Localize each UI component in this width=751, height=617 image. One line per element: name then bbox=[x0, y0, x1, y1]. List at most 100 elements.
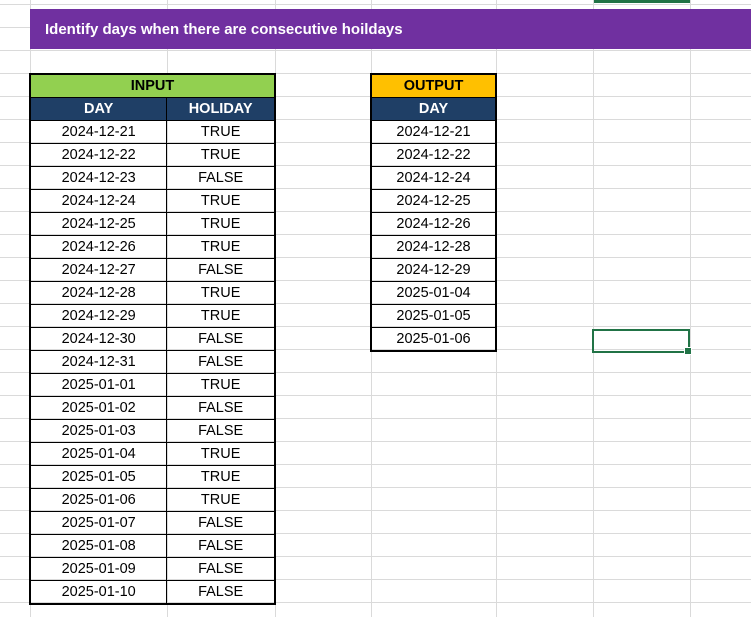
input-day-cell[interactable]: 2024-12-23 bbox=[29, 166, 168, 190]
grid-row-line bbox=[0, 510, 751, 511]
input-day-cell[interactable]: 2025-01-03 bbox=[29, 419, 168, 443]
grid-row-line bbox=[0, 533, 751, 534]
input-holiday-cell[interactable]: TRUE bbox=[166, 373, 275, 397]
input-day-cell[interactable]: 2024-12-28 bbox=[29, 281, 168, 305]
grid-row-line bbox=[0, 602, 751, 603]
grid-row-line bbox=[0, 395, 751, 396]
title-banner: Identify days when there are consecutive… bbox=[30, 9, 751, 49]
input-holiday-cell[interactable]: FALSE bbox=[166, 258, 275, 282]
input-table-row: 2024-12-24 TRUE bbox=[29, 189, 275, 213]
input-table-row: 2025-01-06 TRUE bbox=[29, 488, 275, 512]
grid-row-line bbox=[0, 50, 751, 51]
input-holiday-cell[interactable]: FALSE bbox=[166, 557, 275, 581]
input-table-row: 2025-01-03 FALSE bbox=[29, 419, 275, 443]
input-holiday-cell[interactable]: TRUE bbox=[166, 120, 275, 144]
input-holiday-cell[interactable]: TRUE bbox=[166, 281, 275, 305]
grid-row-line bbox=[0, 372, 751, 373]
input-holiday-cell[interactable]: TRUE bbox=[166, 442, 275, 466]
input-table-row: 2025-01-02 FALSE bbox=[29, 396, 275, 420]
input-day-cell[interactable]: 2024-12-24 bbox=[29, 189, 168, 213]
input-holiday-cell[interactable]: FALSE bbox=[166, 511, 275, 535]
input-holiday-cell[interactable]: FALSE bbox=[166, 580, 275, 604]
input-day-cell[interactable]: 2024-12-26 bbox=[29, 235, 168, 259]
input-day-cell[interactable]: 2024-12-29 bbox=[29, 304, 168, 328]
input-day-cell[interactable]: 2025-01-01 bbox=[29, 373, 168, 397]
input-day-cell[interactable]: 2025-01-06 bbox=[29, 488, 168, 512]
input-day-cell[interactable]: 2025-01-08 bbox=[29, 534, 168, 558]
grid-row-line bbox=[0, 464, 751, 465]
output-day-cell[interactable]: 2024-12-26 bbox=[371, 212, 496, 236]
output-table: OUTPUT DAY 2024-12-21 2024-12-22 2024-12-2… bbox=[370, 73, 497, 352]
input-table-row: 2024-12-30 FALSE bbox=[29, 327, 275, 351]
input-day-cell[interactable]: 2025-01-09 bbox=[29, 557, 168, 581]
output-day-cell[interactable]: 2024-12-22 bbox=[371, 143, 496, 167]
active-cell-selection[interactable] bbox=[592, 329, 692, 355]
input-holiday-cell[interactable]: TRUE bbox=[166, 304, 275, 328]
input-holiday-cell[interactable]: FALSE bbox=[166, 396, 275, 420]
grid-column-line bbox=[593, 0, 594, 617]
input-table: INPUT DAY HOLIDAY 2024-12-21 TRUE 2024-12-… bbox=[29, 73, 276, 605]
output-day-cell[interactable]: 2024-12-25 bbox=[371, 189, 496, 213]
input-header[interactable]: INPUT bbox=[30, 74, 275, 98]
output-table-row: 2024-12-25 bbox=[371, 189, 496, 213]
output-day-cell[interactable]: 2024-12-29 bbox=[371, 258, 496, 282]
grid-row-line bbox=[0, 418, 751, 419]
input-day-cell[interactable]: 2024-12-25 bbox=[29, 212, 168, 236]
output-day-cell[interactable]: 2024-12-28 bbox=[371, 235, 496, 259]
input-day-cell[interactable]: 2025-01-07 bbox=[29, 511, 168, 535]
input-day-cell[interactable]: 2024-12-31 bbox=[29, 350, 168, 374]
grid-row-line bbox=[0, 441, 751, 442]
input-holiday-cell[interactable]: TRUE bbox=[166, 235, 275, 259]
output-day-cell[interactable]: 2025-01-04 bbox=[371, 281, 496, 305]
input-holiday-cell[interactable]: TRUE bbox=[166, 212, 275, 236]
input-day-cell[interactable]: 2025-01-02 bbox=[29, 396, 168, 420]
input-holiday-cell[interactable]: TRUE bbox=[166, 143, 275, 167]
input-table-row: 2025-01-07 FALSE bbox=[29, 511, 275, 535]
output-table-row: 2025-01-04 bbox=[371, 281, 496, 305]
input-table-row: 2024-12-25 TRUE bbox=[29, 212, 275, 236]
input-day-cell[interactable]: 2025-01-05 bbox=[29, 465, 168, 489]
input-holiday-cell[interactable]: FALSE bbox=[166, 534, 275, 558]
input-day-cell[interactable]: 2024-12-27 bbox=[29, 258, 168, 282]
input-table-row: 2025-01-08 FALSE bbox=[29, 534, 275, 558]
input-table-row: 2025-01-05 TRUE bbox=[29, 465, 275, 489]
input-holiday-cell[interactable]: TRUE bbox=[166, 189, 275, 213]
input-holiday-cell[interactable]: FALSE bbox=[166, 327, 275, 351]
output-header[interactable]: OUTPUT bbox=[371, 74, 496, 98]
grid-row-line bbox=[0, 73, 751, 74]
grid-row-line bbox=[0, 487, 751, 488]
fill-handle[interactable] bbox=[684, 347, 692, 355]
output-col-day[interactable]: DAY bbox=[371, 97, 496, 121]
output-table-row: 2025-01-06 bbox=[371, 327, 496, 351]
input-day-cell[interactable]: 2024-12-22 bbox=[29, 143, 168, 167]
input-holiday-cell[interactable]: TRUE bbox=[166, 488, 275, 512]
input-table-row: 2024-12-27 FALSE bbox=[29, 258, 275, 282]
grid-column-line bbox=[690, 0, 691, 617]
input-day-cell[interactable]: 2025-01-10 bbox=[29, 580, 168, 604]
output-table-row: 2024-12-24 bbox=[371, 166, 496, 190]
input-col-holiday[interactable]: HOLIDAY bbox=[166, 97, 275, 121]
grid-row-line bbox=[0, 579, 751, 580]
input-table-row: 2024-12-21 TRUE bbox=[29, 120, 275, 144]
input-holiday-cell[interactable]: TRUE bbox=[166, 465, 275, 489]
output-table-row: 2024-12-29 bbox=[371, 258, 496, 282]
input-day-cell[interactable]: 2024-12-30 bbox=[29, 327, 168, 351]
grid-row-line bbox=[0, 556, 751, 557]
input-table-row: 2024-12-26 TRUE bbox=[29, 235, 275, 259]
input-day-cell[interactable]: 2025-01-04 bbox=[29, 442, 168, 466]
output-day-cell[interactable]: 2024-12-21 bbox=[371, 120, 496, 144]
input-holiday-cell[interactable]: FALSE bbox=[166, 419, 275, 443]
input-holiday-cell[interactable]: FALSE bbox=[166, 350, 275, 374]
output-day-cell[interactable]: 2025-01-05 bbox=[371, 304, 496, 328]
grid-row-line bbox=[0, 4, 751, 5]
grid-column-line bbox=[496, 0, 497, 617]
input-day-cell[interactable]: 2024-12-21 bbox=[29, 120, 168, 144]
input-table-row: 2025-01-04 TRUE bbox=[29, 442, 275, 466]
output-table-row: 2024-12-28 bbox=[371, 235, 496, 259]
output-day-cell[interactable]: 2025-01-06 bbox=[371, 327, 496, 351]
input-table-row: 2024-12-29 TRUE bbox=[29, 304, 275, 328]
input-holiday-cell[interactable]: FALSE bbox=[166, 166, 275, 190]
output-table-row: 2024-12-22 bbox=[371, 143, 496, 167]
input-col-day[interactable]: DAY bbox=[29, 97, 168, 121]
output-day-cell[interactable]: 2024-12-24 bbox=[371, 166, 496, 190]
